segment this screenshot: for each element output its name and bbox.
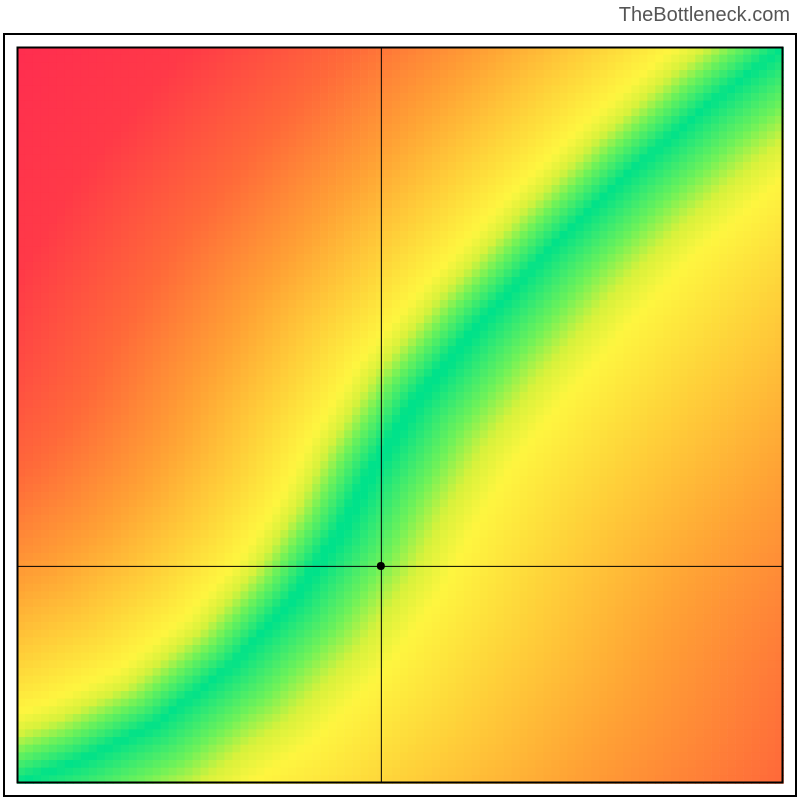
watermark-text: TheBottleneck.com bbox=[619, 4, 790, 27]
chart-container: TheBottleneck.com bbox=[0, 0, 800, 800]
heatmap-canvas bbox=[0, 0, 800, 800]
